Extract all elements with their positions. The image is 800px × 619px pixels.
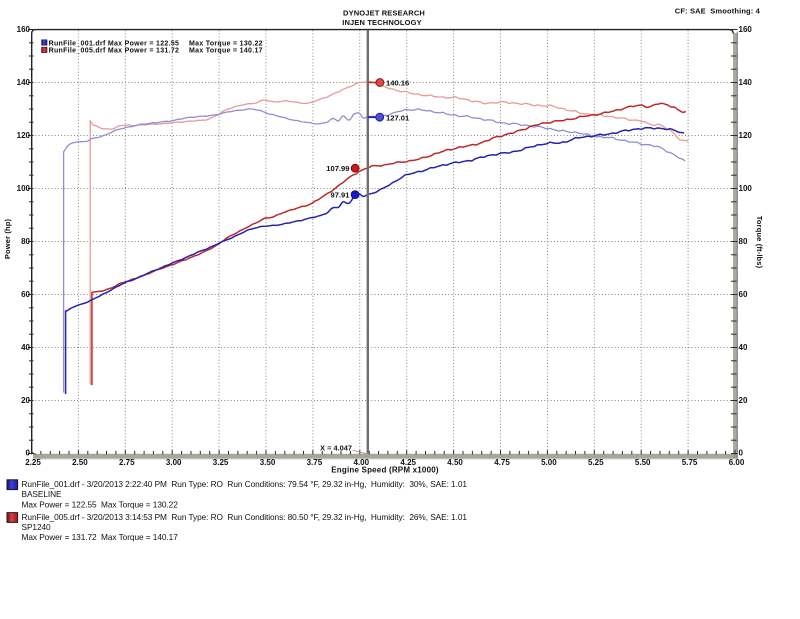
svg-text:107.99: 107.99 <box>326 164 349 173</box>
svg-text:5.25: 5.25 <box>588 458 604 467</box>
svg-text:80: 80 <box>739 237 748 246</box>
svg-text:3.75: 3.75 <box>307 458 323 467</box>
svg-text:80: 80 <box>21 237 30 246</box>
svg-text:3.00: 3.00 <box>166 458 182 467</box>
svg-text:Power (hp): Power (hp) <box>3 219 12 260</box>
svg-text:4.25: 4.25 <box>400 458 416 467</box>
svg-text:2.50: 2.50 <box>72 458 88 467</box>
svg-text:100: 100 <box>17 184 31 193</box>
svg-text:Engine Speed (RPM x1000): Engine Speed (RPM x1000) <box>331 466 439 475</box>
svg-text:60: 60 <box>21 290 30 299</box>
svg-text:60: 60 <box>739 290 748 299</box>
svg-text:INJEN TECHNOLOGY: INJEN TECHNOLOGY <box>342 18 422 27</box>
svg-text:4.50: 4.50 <box>447 458 463 467</box>
svg-text:160: 160 <box>739 25 753 34</box>
svg-text:2.25: 2.25 <box>25 458 41 467</box>
svg-text:DYNOJET RESEARCH: DYNOJET RESEARCH <box>343 8 425 17</box>
svg-text:160: 160 <box>17 25 31 34</box>
svg-text:40: 40 <box>739 343 748 352</box>
svg-text:6.00: 6.00 <box>729 458 745 467</box>
svg-text:CF: SAE Smoothing: 4: CF: SAE Smoothing: 4 <box>675 7 761 16</box>
svg-text:BASELINE: BASELINE <box>22 489 63 499</box>
svg-text:140: 140 <box>17 78 31 87</box>
svg-text:2.75: 2.75 <box>119 458 135 467</box>
svg-text:40: 40 <box>21 343 30 352</box>
svg-text:5.75: 5.75 <box>682 458 698 467</box>
svg-text:3.25: 3.25 <box>213 458 229 467</box>
svg-text:SP1240: SP1240 <box>22 522 52 532</box>
svg-text:4.75: 4.75 <box>494 458 510 467</box>
svg-text:Max Power = 122.55 Max Torque: Max Power = 122.55 Max Torque = 130.22 <box>22 499 179 509</box>
svg-text:20: 20 <box>21 396 30 405</box>
svg-text:100: 100 <box>739 184 753 193</box>
svg-text:120: 120 <box>17 131 31 140</box>
svg-text:4.00: 4.00 <box>354 458 370 467</box>
svg-text:140.16: 140.16 <box>386 79 409 88</box>
svg-text:RunFile_001.drf - 3/20/2013 2:: RunFile_001.drf - 3/20/2013 2:22:40 PM R… <box>22 479 468 489</box>
svg-text:20: 20 <box>739 396 748 405</box>
svg-text:X = 4.047: X = 4.047 <box>320 443 352 452</box>
svg-text:Torque (ft-lbs): Torque (ft-lbs) <box>755 216 764 269</box>
svg-text:120: 120 <box>739 131 753 140</box>
svg-text:5.50: 5.50 <box>635 458 651 467</box>
svg-text:RunFile_005.drf Max Power = 13: RunFile_005.drf Max Power = 131.72 <box>49 48 180 55</box>
svg-text:97.91: 97.91 <box>330 191 350 200</box>
svg-text:RunFile_005.drf - 3/20/2013 3:: RunFile_005.drf - 3/20/2013 3:14:53 PM R… <box>22 512 468 522</box>
svg-text:0: 0 <box>739 449 744 458</box>
svg-text:0: 0 <box>26 449 31 458</box>
svg-text:RunFile_001.drf Max Power = 12: RunFile_001.drf Max Power = 122.55 <box>49 40 180 47</box>
svg-text:Max Torque = 130.22: Max Torque = 130.22 <box>189 40 263 47</box>
svg-text:Max Torque = 140.17: Max Torque = 140.17 <box>189 48 263 55</box>
svg-text:5.00: 5.00 <box>541 458 557 467</box>
svg-text:Max Power = 131.72 Max Torque: Max Power = 131.72 Max Torque = 140.17 <box>22 532 179 542</box>
svg-text:3.50: 3.50 <box>260 458 276 467</box>
svg-text:140: 140 <box>739 78 753 87</box>
svg-text:127.01: 127.01 <box>386 113 410 122</box>
